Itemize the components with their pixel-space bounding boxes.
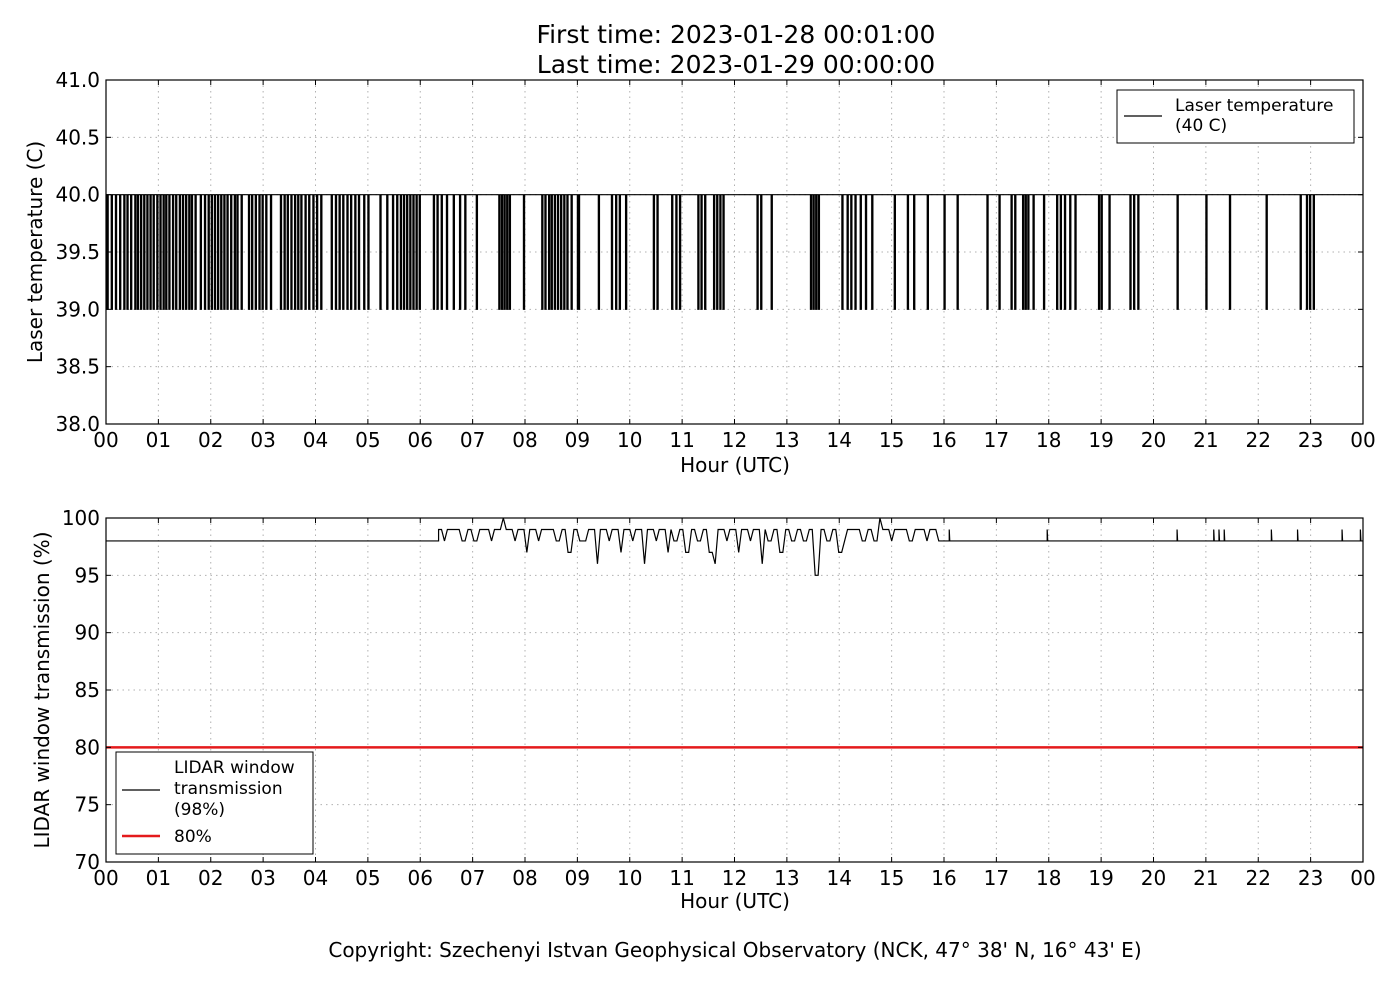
x-tick-label: 21 [1193, 866, 1218, 890]
lidar-transmission-y-axis-label: LIDAR window transmission (%) [30, 532, 54, 849]
x-tick-label: 18 [1036, 428, 1061, 452]
x-tick-label: 05 [355, 866, 380, 890]
x-tick-label: 14 [827, 866, 852, 890]
x-tick-label: 20 [1141, 866, 1166, 890]
x-tick-label: 00 [93, 428, 118, 452]
y-tick-label: 40.5 [55, 125, 100, 149]
x-tick-label: 02 [198, 866, 223, 890]
y-tick-label: 75 [75, 793, 100, 817]
x-tick-label: 12 [722, 428, 747, 452]
x-tick-label: 05 [355, 428, 380, 452]
lidar-transmission-legend: LIDAR window transmission (98%) 80% [115, 751, 314, 855]
lidar-transmission-y-ticks: 70 75 80 85 90 95 100 [62, 506, 1363, 874]
y-tick-label: 38.5 [55, 355, 100, 379]
x-tick-label: 15 [879, 866, 904, 890]
chart-title-line2: Last time: 2023-01-29 00:00:00 [537, 50, 935, 79]
x-tick-label: 00 [1350, 428, 1375, 452]
x-tick-label: 01 [146, 866, 171, 890]
x-tick-label: 07 [460, 866, 485, 890]
x-tick-label: 08 [512, 428, 537, 452]
lidar-transmission-panel: 00 01 02 03 04 05 06 07 08 09 10 11 12 13 14 15 16 17 18 19… [30, 506, 1376, 913]
y-tick-label: 41.0 [55, 68, 100, 92]
x-tick-label: 09 [565, 866, 590, 890]
threshold-legend-label: 80% [174, 827, 212, 847]
x-tick-label: 17 [984, 866, 1009, 890]
x-tick-label: 04 [303, 866, 328, 890]
laser-temperature-legend-label: Laser temperature (40 C) [1175, 96, 1333, 136]
x-tick-label: 08 [512, 866, 537, 890]
laser-temperature-x-ticks: 00 01 02 03 04 05 06 07 08 09 10 11 12 13 14 15 16 17 18 19… [93, 80, 1376, 452]
x-tick-label: 02 [198, 428, 223, 452]
x-tick-label: 19 [1088, 866, 1113, 890]
x-tick-label: 12 [722, 866, 747, 890]
x-tick-label: 03 [250, 866, 275, 890]
laser-temperature-line [106, 194, 1363, 310]
laser-temperature-y-axis-label: Laser temperature (C) [23, 141, 47, 363]
lidar-transmission-x-axis-label: Hour (UTC) [680, 889, 790, 913]
x-tick-label: 13 [774, 428, 799, 452]
y-tick-label: 40.0 [55, 183, 100, 207]
lidar-transmission-x-ticks: 00 01 02 03 04 05 06 07 08 09 10 11 12 13 14 15 16 17 18 19… [93, 518, 1376, 890]
lidar-transmission-line [106, 517, 1363, 576]
x-tick-label: 00 [1350, 866, 1375, 890]
x-tick-label: 16 [931, 428, 956, 452]
laser-temperature-series [106, 194, 1363, 310]
y-tick-label: 39.0 [55, 297, 100, 321]
x-tick-label: 09 [565, 428, 590, 452]
y-tick-label: 80 [75, 735, 100, 759]
x-tick-label: 10 [617, 428, 642, 452]
y-tick-label: 38.0 [55, 412, 100, 436]
y-tick-label: 100 [62, 506, 100, 530]
x-tick-label: 07 [460, 428, 485, 452]
laser-temperature-panel: 00 01 02 03 04 05 06 07 08 09 10 11 12 13 14 15 16 17 18 19… [23, 68, 1376, 477]
x-tick-label: 19 [1088, 428, 1113, 452]
laser-temperature-x-axis-label: Hour (UTC) [680, 453, 790, 477]
x-tick-label: 18 [1036, 866, 1061, 890]
x-tick-label: 20 [1141, 428, 1166, 452]
x-tick-label: 04 [303, 428, 328, 452]
x-tick-label: 13 [774, 866, 799, 890]
x-tick-label: 10 [617, 866, 642, 890]
x-tick-label: 17 [984, 428, 1009, 452]
y-tick-label: 39.5 [55, 240, 100, 264]
x-tick-label: 16 [931, 866, 956, 890]
x-tick-label: 22 [1246, 866, 1271, 890]
x-tick-label: 06 [408, 428, 433, 452]
x-tick-label: 21 [1193, 428, 1218, 452]
copyright-footer: Copyright: Szechenyi Istvan Geophysical … [328, 938, 1141, 962]
x-tick-label: 01 [146, 428, 171, 452]
y-tick-label: 90 [75, 621, 100, 645]
x-tick-label: 23 [1298, 428, 1323, 452]
y-tick-label: 85 [75, 678, 100, 702]
chart-title-line1: First time: 2023-01-28 00:01:00 [537, 20, 936, 49]
lidar-transmission-series [106, 517, 1363, 576]
x-tick-label: 14 [827, 428, 852, 452]
x-tick-label: 06 [408, 866, 433, 890]
x-tick-label: 00 [93, 866, 118, 890]
x-tick-label: 23 [1298, 866, 1323, 890]
laser-temperature-y-ticks: 38.0 38.5 39.0 39.5 40.0 40.5 41.0 [55, 68, 1363, 436]
lidar-legend-label: LIDAR window transmission (98%) [174, 758, 295, 820]
y-tick-label: 95 [75, 563, 100, 587]
x-tick-label: 22 [1246, 428, 1271, 452]
x-tick-label: 15 [879, 428, 904, 452]
x-tick-label: 11 [669, 428, 694, 452]
x-tick-label: 11 [669, 866, 694, 890]
laser-temperature-legend: Laser temperature (40 C) [1116, 89, 1355, 144]
x-tick-label: 03 [250, 428, 275, 452]
y-tick-label: 70 [75, 850, 100, 874]
